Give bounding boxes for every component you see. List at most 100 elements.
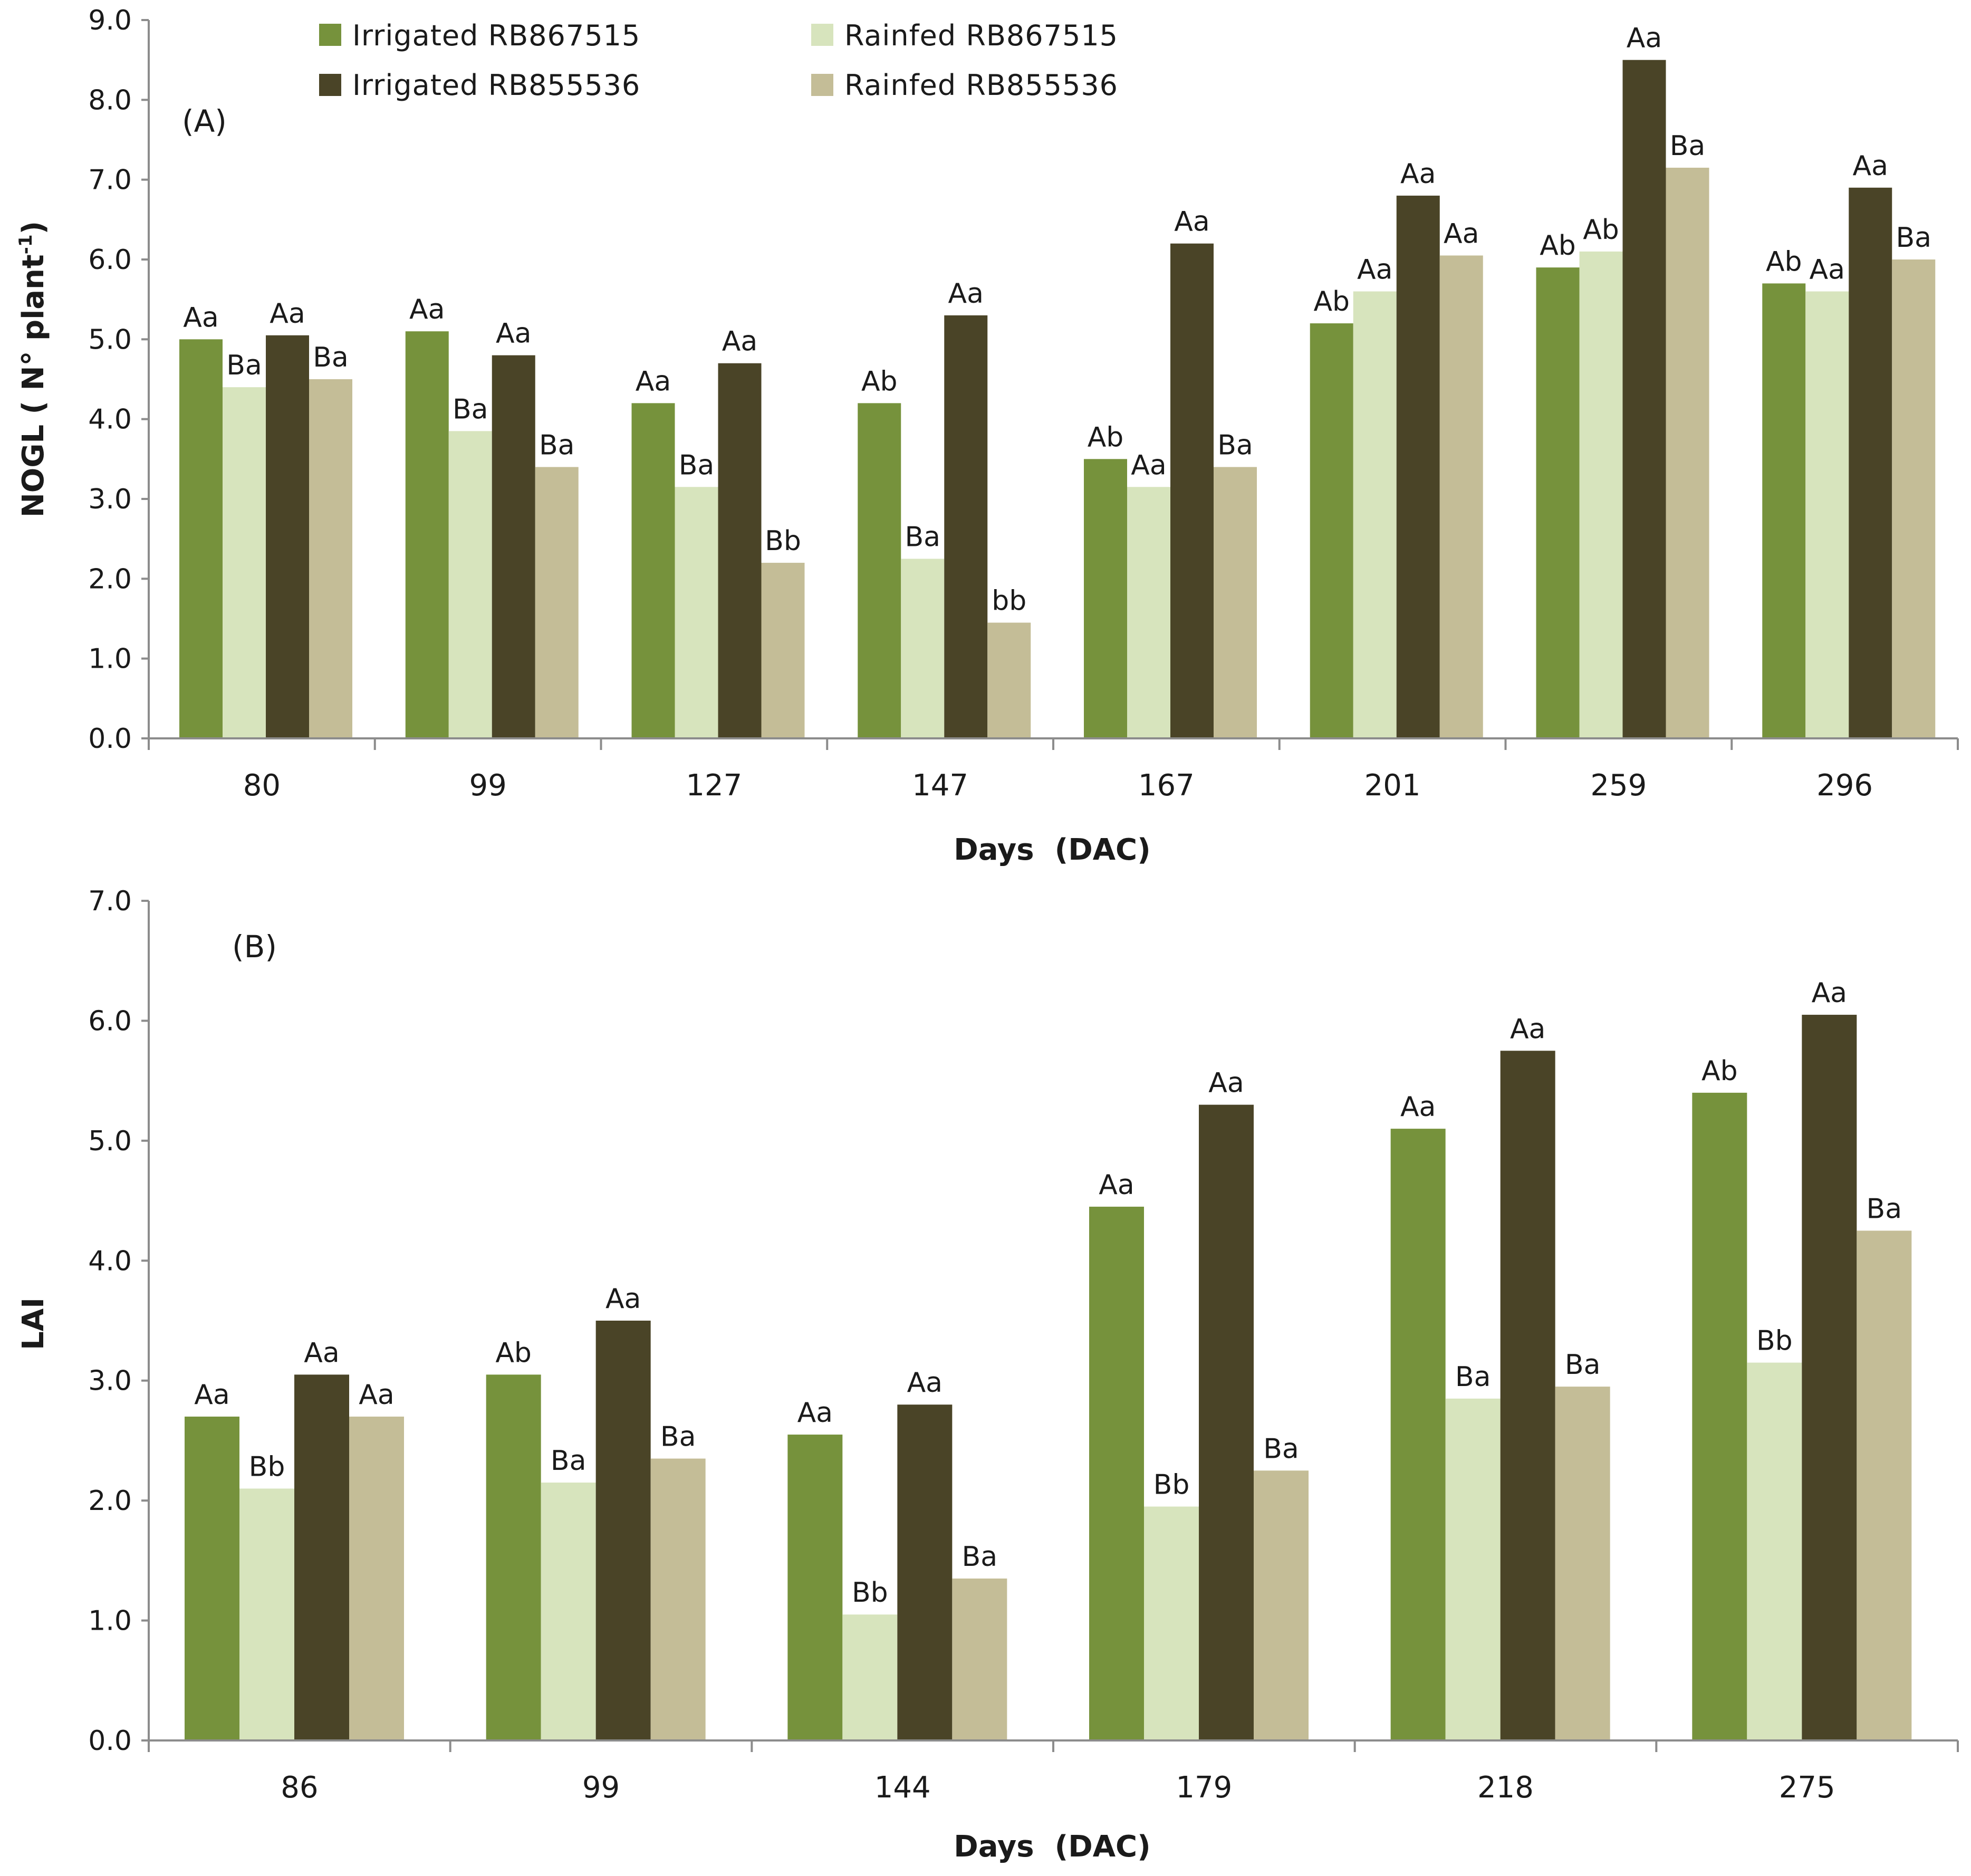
- bar-rainfed-rb855536-99: [535, 467, 579, 738]
- x-tick-label: 201: [1364, 768, 1421, 803]
- bar-irrigated-rb867515-147: [858, 403, 901, 738]
- y-tick-label: 8.0: [88, 84, 132, 116]
- bar-irrigated-rb867515-296: [1762, 283, 1806, 738]
- x-tick-label: 147: [912, 768, 968, 803]
- bar-rainfed-rb855536-275: [1857, 1230, 1912, 1740]
- y-tick-label: 9.0: [88, 5, 132, 36]
- y-axis-title-b: LAI: [16, 1297, 51, 1350]
- bar-label-irrigated-rb867515-201: Ab: [1313, 286, 1350, 318]
- bar-label-irrigated-rb867515-259: Ab: [1540, 230, 1576, 262]
- bar-label-irrigated-rb867515-127: Aa: [636, 365, 671, 397]
- y-tick-label: 1.0: [88, 1605, 132, 1637]
- bar-label-irrigated-rb855536-201: Aa: [1400, 158, 1436, 190]
- bar-label-rainfed-rb867515-80: Ba: [226, 350, 262, 381]
- bar-rainfed-rb855536-80: [309, 379, 352, 738]
- x-tick-label: 144: [874, 1771, 931, 1805]
- bar-label-rainfed-rb867515-99: Ba: [551, 1445, 587, 1477]
- bar-rainfed-rb855536-144: [952, 1578, 1007, 1740]
- bar-irrigated-rb855536-80: [266, 335, 309, 738]
- bar-label-rainfed-rb855536-80: Ba: [313, 342, 349, 373]
- bar-label-irrigated-rb855536-296: Aa: [1853, 150, 1888, 182]
- legend-label-irrigated-rb867515: Irrigated RB867515: [352, 19, 640, 52]
- bar-irrigated-rb867515-275: [1692, 1092, 1747, 1740]
- bar-rainfed-rb867515-218: [1445, 1398, 1501, 1740]
- bar-irrigated-rb855536-86: [294, 1374, 349, 1740]
- bar-irrigated-rb867515-218: [1390, 1129, 1446, 1740]
- y-tick-label: 6.0: [88, 244, 132, 276]
- legend-swatch-irrigated-rb855536: [319, 74, 341, 96]
- y-tick-label: 2.0: [88, 1485, 132, 1517]
- bar-irrigated-rb867515-99: [405, 331, 449, 738]
- bar-irrigated-rb855536-147: [944, 315, 988, 738]
- bar-label-irrigated-rb867515-99: Aa: [409, 294, 445, 325]
- y-tick-label: 6.0: [88, 1005, 132, 1037]
- bar-label-irrigated-rb855536-179: Aa: [1208, 1067, 1244, 1099]
- x-axis-title-a: Days (DAC): [954, 833, 1151, 867]
- legend-label-rainfed-rb855536: Rainfed RB855536: [844, 69, 1118, 102]
- bar-label-rainfed-rb855536-99: Ba: [660, 1421, 696, 1453]
- bar-label-irrigated-rb855536-99: Aa: [605, 1283, 641, 1315]
- bar-label-rainfed-rb867515-86: Bb: [249, 1451, 285, 1483]
- bar-rainfed-rb855536-259: [1666, 167, 1709, 738]
- bar-rainfed-rb867515-86: [239, 1488, 294, 1740]
- y-tick-label: 0.0: [88, 723, 132, 755]
- x-tick-label: 99: [469, 768, 506, 803]
- bar-label-irrigated-rb855536-167: Aa: [1174, 206, 1209, 238]
- legend: Irrigated RB867515 Rainfed RB867515 Irri…: [319, 19, 1118, 102]
- bar-irrigated-rb855536-127: [718, 363, 762, 738]
- bar-label-rainfed-rb867515-179: Bb: [1153, 1469, 1190, 1501]
- bar-label-rainfed-rb855536-201: Aa: [1444, 218, 1479, 249]
- bar-label-rainfed-rb855536-144: Ba: [962, 1541, 998, 1573]
- bar-rainfed-rb867515-275: [1747, 1362, 1802, 1740]
- bar-label-rainfed-rb855536-275: Ba: [1867, 1193, 1902, 1225]
- x-tick-label: 86: [281, 1771, 318, 1805]
- bar-label-rainfed-rb867515-147: Ba: [905, 522, 940, 553]
- bar-label-irrigated-rb867515-80: Aa: [183, 302, 218, 333]
- bar-irrigated-rb867515-179: [1089, 1206, 1144, 1740]
- bar-label-irrigated-rb867515-218: Aa: [1400, 1091, 1436, 1123]
- y-tick-label: 5.0: [88, 324, 132, 355]
- bar-label-rainfed-rb855536-99: Ba: [539, 429, 575, 461]
- x-tick-label: 296: [1816, 768, 1873, 803]
- bar-irrigated-rb855536-167: [1170, 243, 1214, 738]
- legend-swatch-irrigated-rb867515: [319, 24, 341, 46]
- bar-label-rainfed-rb855536-179: Ba: [1263, 1433, 1299, 1465]
- bar-label-irrigated-rb855536-127: Aa: [722, 326, 757, 358]
- bar-label-rainfed-rb855536-147: bb: [992, 585, 1026, 617]
- bar-rainfed-rb867515-201: [1353, 291, 1397, 738]
- bar-label-irrigated-rb867515-99: Ab: [495, 1337, 532, 1369]
- bar-irrigated-rb867515-167: [1084, 459, 1127, 738]
- bar-rainfed-rb855536-296: [1892, 259, 1936, 738]
- bar-label-rainfed-rb867515-99: Ba: [453, 393, 488, 425]
- bar-irrigated-rb855536-201: [1396, 195, 1440, 738]
- bar-label-rainfed-rb855536-259: Ba: [1670, 130, 1706, 162]
- bar-label-irrigated-rb855536-259: Aa: [1627, 23, 1662, 54]
- x-tick-label: 167: [1138, 768, 1195, 803]
- bar-label-rainfed-rb867515-201: Aa: [1357, 254, 1392, 286]
- chart-panel-a: (A) Irrigated RB867515 Rainfed RB867515 …: [15, 5, 1959, 867]
- legend-label-rainfed-rb867515: Rainfed RB867515: [844, 19, 1118, 52]
- y-tick-label: 7.0: [88, 165, 132, 196]
- y-axis-title-a-superscript: -1: [15, 235, 36, 255]
- bar-irrigated-rb855536-179: [1199, 1104, 1254, 1740]
- bar-label-rainfed-rb855536-127: Bb: [765, 525, 801, 557]
- plot-area-b: 0.0 1.0 2.0 3.0 4.0 5.0 6.0 7.0 Aa Ab Aa Aa Aa Ab Bb Ba…: [88, 886, 1959, 1805]
- bar-rainfed-rb867515-99: [448, 431, 492, 738]
- bar-irrigated-rb867515-86: [185, 1416, 239, 1740]
- bar-irrigated-rb855536-99: [595, 1321, 651, 1740]
- legend-swatch-rainfed-rb855536: [811, 74, 833, 96]
- bar-label-rainfed-rb867515-259: Ab: [1583, 214, 1619, 246]
- y-axis-title-a-main: NOGL ( N° plant: [16, 254, 51, 517]
- bar-label-rainfed-rb867515-296: Aa: [1810, 254, 1845, 286]
- bar-label-irrigated-rb855536-218: Aa: [1510, 1013, 1545, 1045]
- y-tick-label: 4.0: [88, 1245, 132, 1277]
- bar-label-irrigated-rb855536-86: Aa: [304, 1337, 339, 1369]
- bar-label-irrigated-rb867515-179: Aa: [1099, 1169, 1134, 1201]
- x-tick-label: 80: [243, 768, 281, 803]
- bar-rainfed-rb855536-127: [761, 563, 805, 738]
- bar-rainfed-rb855536-179: [1254, 1470, 1309, 1740]
- x-tick-label: 127: [686, 768, 742, 803]
- y-tick-label: 7.0: [88, 886, 132, 917]
